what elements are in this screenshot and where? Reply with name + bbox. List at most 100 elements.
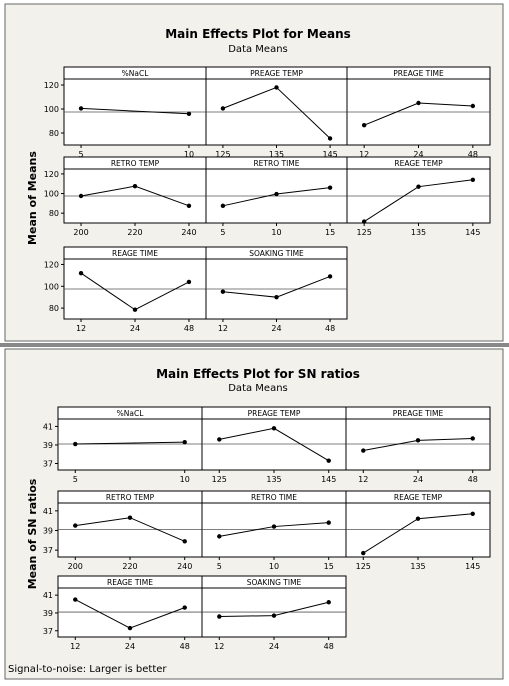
data-point — [361, 550, 366, 556]
panel-label: %NaCL — [122, 69, 150, 78]
y-tick-label: 41 — [43, 591, 53, 600]
x-tick-label: 24 — [269, 642, 279, 651]
data-point — [326, 600, 331, 605]
x-tick-label: 200 — [68, 562, 83, 571]
panel-label: RETRO TIME — [253, 159, 299, 168]
x-tick-label: 135 — [269, 150, 284, 159]
data-point — [217, 614, 222, 619]
panel-nacl: %NaCL 37 39 41 5 10 — [43, 406, 203, 484]
panel-reage-time: REAGE TIME 80 100 120 12 24 48 — [44, 246, 207, 333]
data-point — [220, 106, 226, 111]
x-tick-label: 240 — [181, 228, 196, 237]
x-tick-label: 12 — [358, 475, 368, 484]
panel-box — [63, 66, 207, 146]
x-tick-label: 10 — [180, 475, 190, 484]
data-point — [217, 534, 222, 539]
panel-label: %NaCL — [117, 409, 145, 418]
x-tick-label: 125 — [356, 562, 371, 571]
sn-chart-title: Main Effects Plot for SN ratios — [156, 367, 360, 381]
y-tick-label: 41 — [43, 422, 53, 431]
sn-y-axis-label: Mean of SN ratios — [26, 478, 39, 589]
panel-label: PREAGE TEMP — [248, 409, 301, 418]
data-point — [271, 524, 277, 529]
x-tick-label: 12 — [214, 642, 224, 651]
x-tick-label: 240 — [177, 562, 192, 571]
data-point — [326, 520, 331, 525]
y-tick-label: 120 — [44, 81, 59, 90]
data-point — [361, 448, 366, 453]
data-point — [182, 605, 187, 610]
data-point — [220, 203, 226, 209]
data-point — [327, 274, 333, 279]
data-point — [132, 183, 138, 189]
means-chart-title: Main Effects Plot for Means — [165, 27, 351, 41]
x-tick-label: 24 — [125, 642, 135, 651]
data-point — [73, 597, 78, 602]
separator-band — [0, 343, 509, 347]
x-tick-label: 145 — [321, 475, 336, 484]
panel-soaking-time: SOAKING TIME 12 24 48 — [205, 246, 348, 333]
data-point — [73, 523, 78, 528]
panel-box — [346, 156, 491, 224]
x-tick-label: 24 — [413, 150, 423, 159]
panel-box — [63, 156, 207, 224]
x-tick-label: 200 — [73, 228, 88, 237]
y-tick-label: 80 — [49, 209, 59, 218]
x-tick-label: 10 — [184, 150, 194, 159]
data-point — [470, 511, 475, 516]
series-line — [81, 107, 189, 115]
panel-label: SOAKING TIME — [247, 578, 302, 587]
x-tick-label: 12 — [359, 150, 369, 159]
y-tick-label: 39 — [43, 526, 53, 535]
x-tick-label: 24 — [130, 324, 140, 333]
panel-label: REAGE TIME — [107, 578, 153, 587]
x-tick-label: 125 — [215, 150, 230, 159]
x-tick-label: 12 — [70, 642, 80, 651]
y-tick-label: 80 — [49, 129, 59, 138]
y-tick-label: 100 — [44, 190, 59, 199]
data-point — [361, 123, 367, 128]
panel-label: PREAGE TEMP — [250, 69, 303, 78]
x-tick-label: 10 — [269, 562, 279, 571]
panel-retro-time: RETRO TIME 5 10 15 — [205, 156, 348, 237]
panel-reage-temp: REAGE TEMP 125 135 145 — [345, 490, 491, 571]
data-point — [78, 270, 84, 276]
x-tick-label: 135 — [411, 228, 426, 237]
data-point — [470, 436, 475, 441]
x-tick-label: 145 — [322, 150, 337, 159]
panel-label: PREAGE TIME — [393, 69, 444, 78]
y-tick-label: 80 — [49, 304, 59, 313]
x-tick-label: 10 — [271, 228, 281, 237]
y-tick-label: 120 — [44, 170, 59, 179]
x-tick-label: 48 — [184, 324, 194, 333]
panel-soaking-time: SOAKING TIME 12 24 48 — [201, 575, 347, 651]
x-tick-label: 48 — [325, 324, 335, 333]
x-tick-label: 12 — [76, 324, 86, 333]
y-tick-label: 39 — [43, 441, 53, 450]
panel-label: RETRO TIME — [251, 493, 297, 502]
x-tick-label: 220 — [127, 228, 142, 237]
panel-preage-temp: PREAGE TEMP 125 135 145 — [205, 66, 348, 159]
data-point — [182, 539, 187, 544]
data-point — [186, 111, 192, 117]
data-point — [274, 85, 279, 90]
panel-label: REAGE TIME — [112, 249, 158, 258]
panel-retro-time: RETRO TIME 5 10 15 — [201, 490, 347, 571]
panel-retro-temp: RETRO TEMP 37 39 41 200 220 240 — [43, 490, 203, 571]
panel-label: PREAGE TIME — [393, 409, 444, 418]
data-point — [326, 458, 331, 463]
panel-label: SOAKING TIME — [249, 249, 304, 258]
panel-preage-time: PREAGE TIME 12 24 48 — [345, 406, 491, 484]
y-tick-label: 41 — [43, 507, 53, 516]
data-point — [416, 184, 421, 189]
data-point — [182, 439, 187, 445]
panel-box — [57, 490, 203, 558]
means-y-axis-label: Mean of Means — [26, 151, 39, 245]
panel-label: RETRO TEMP — [111, 159, 160, 168]
data-point — [327, 136, 333, 141]
data-point — [132, 307, 138, 312]
panel-label: RETRO TEMP — [106, 493, 155, 502]
sn-footer-note: Signal-to-noise: Larger is better — [8, 664, 167, 675]
data-point — [271, 613, 277, 618]
